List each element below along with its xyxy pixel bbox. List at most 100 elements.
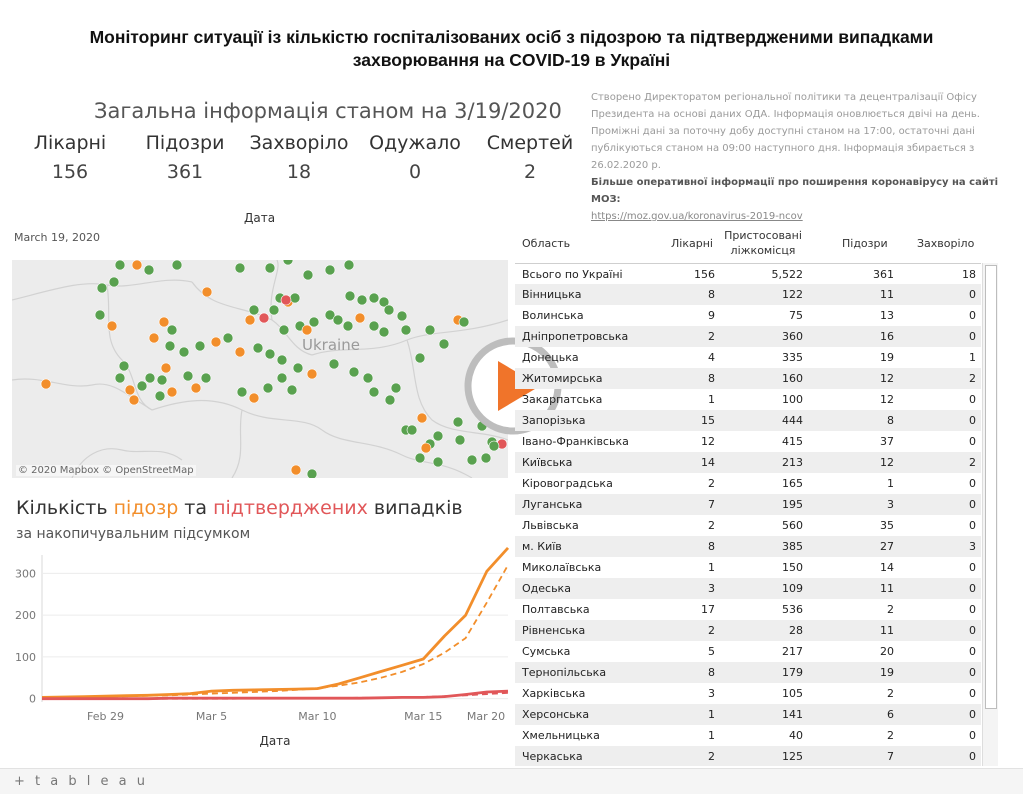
suspect-point[interactable] bbox=[106, 320, 118, 332]
header-hospitals[interactable]: Лікарні bbox=[671, 237, 713, 250]
hospital-point[interactable] bbox=[292, 362, 304, 374]
hospital-point[interactable] bbox=[118, 360, 130, 372]
hospital-point[interactable] bbox=[342, 320, 354, 332]
suspect-point[interactable] bbox=[40, 378, 52, 390]
hospital-point[interactable] bbox=[302, 269, 314, 281]
suspect-point[interactable] bbox=[148, 332, 160, 344]
suspect-point[interactable] bbox=[190, 382, 202, 394]
suspect-point[interactable] bbox=[290, 464, 302, 476]
hospital-point[interactable] bbox=[396, 310, 408, 322]
table-scrollbar[interactable] bbox=[982, 263, 998, 766]
table-row[interactable]: Миколаївська 1 150 14 0 bbox=[515, 557, 981, 578]
hospital-point[interactable] bbox=[324, 309, 336, 321]
header-region[interactable]: Область bbox=[522, 237, 571, 250]
suspect-point[interactable] bbox=[234, 346, 246, 358]
suspect-point[interactable] bbox=[201, 286, 213, 298]
suspect-point[interactable] bbox=[244, 314, 256, 326]
ukraine-map[interactable]: Ukraine © 2020 Mapbox © OpenStreetMap bbox=[12, 260, 508, 478]
hospital-point[interactable] bbox=[252, 342, 264, 354]
hospital-point[interactable] bbox=[383, 304, 395, 316]
hospital-point[interactable] bbox=[390, 382, 402, 394]
hospital-point[interactable] bbox=[332, 314, 344, 326]
hospital-point[interactable] bbox=[268, 304, 280, 316]
hospital-point[interactable] bbox=[94, 309, 106, 321]
confirmed-point[interactable] bbox=[280, 294, 292, 306]
table-row[interactable]: Житомирська 8 160 12 2 bbox=[515, 368, 981, 389]
hospital-point[interactable] bbox=[368, 292, 380, 304]
hospital-point[interactable] bbox=[178, 346, 190, 358]
table-row[interactable]: Київська 14 213 12 2 bbox=[515, 452, 981, 473]
hospital-point[interactable] bbox=[438, 338, 450, 350]
table-row[interactable]: Рівненська 2 28 11 0 bbox=[515, 620, 981, 641]
suspect-point[interactable] bbox=[160, 362, 172, 374]
hospital-point[interactable] bbox=[414, 452, 426, 464]
hospital-point[interactable] bbox=[108, 276, 120, 288]
scrollbar-thumb[interactable] bbox=[985, 265, 997, 709]
hospital-point[interactable] bbox=[236, 386, 248, 398]
suspect-point[interactable] bbox=[248, 392, 260, 404]
hospital-point[interactable] bbox=[328, 358, 340, 370]
hospital-point[interactable] bbox=[136, 380, 148, 392]
hospital-point[interactable] bbox=[154, 390, 166, 402]
hospital-point[interactable] bbox=[324, 264, 336, 276]
cases-line-chart[interactable]: 0 100 200 300 Feb 29 Mar 5 Mar 10 Mar 15 Mar 20 Д… bbox=[0, 540, 512, 755]
suspect-point[interactable] bbox=[420, 442, 432, 454]
hospital-point[interactable] bbox=[143, 264, 155, 276]
hospital-point[interactable] bbox=[278, 324, 290, 336]
table-row[interactable]: Івано-Франківська 12 415 37 0 bbox=[515, 431, 981, 452]
hospital-point[interactable] bbox=[286, 384, 298, 396]
hospital-point[interactable] bbox=[114, 260, 126, 271]
suspect-point[interactable] bbox=[354, 312, 366, 324]
hospital-point[interactable] bbox=[368, 320, 380, 332]
table-row[interactable]: Дніпропетровська 2 360 16 0 bbox=[515, 326, 981, 347]
hospital-point[interactable] bbox=[348, 366, 360, 378]
hospital-point[interactable] bbox=[289, 292, 301, 304]
hospital-point[interactable] bbox=[356, 294, 368, 306]
hospital-point[interactable] bbox=[378, 296, 390, 308]
hospital-point[interactable] bbox=[384, 394, 396, 406]
hospital-point[interactable] bbox=[222, 332, 234, 344]
table-row[interactable]: Луганська 7 195 3 0 bbox=[515, 494, 981, 515]
series-line[interactable] bbox=[41, 546, 510, 699]
hospital-point[interactable] bbox=[276, 354, 288, 366]
hospital-point[interactable] bbox=[432, 456, 444, 468]
suspect-point[interactable] bbox=[166, 386, 178, 398]
hospital-point[interactable] bbox=[432, 430, 444, 442]
suspect-point[interactable] bbox=[301, 324, 313, 336]
hospital-point[interactable] bbox=[368, 386, 380, 398]
suspect-point[interactable] bbox=[306, 368, 318, 380]
hospital-point[interactable] bbox=[344, 290, 356, 302]
hospital-point[interactable] bbox=[264, 262, 276, 274]
table-row[interactable]: Херсонська 1 141 6 0 bbox=[515, 704, 981, 725]
header-beds[interactable]: Пристосовані ліжкомісця bbox=[724, 229, 802, 257]
tableau-logo[interactable]: + t a b l e a u bbox=[14, 774, 148, 789]
table-row[interactable]: Донецька 4 335 19 1 bbox=[515, 347, 981, 368]
hospital-point[interactable] bbox=[194, 340, 206, 352]
hospital-point[interactable] bbox=[262, 382, 274, 394]
hospital-point[interactable] bbox=[466, 454, 478, 466]
table-row[interactable]: Полтавська 17 536 2 0 bbox=[515, 599, 981, 620]
hospital-point[interactable] bbox=[488, 440, 500, 452]
hospital-point[interactable] bbox=[96, 282, 108, 294]
hospital-point[interactable] bbox=[200, 372, 212, 384]
hospital-point[interactable] bbox=[343, 260, 355, 271]
suspect-point[interactable] bbox=[131, 260, 143, 271]
hospital-point[interactable] bbox=[234, 262, 246, 274]
map-credit[interactable]: © 2020 Mapbox © OpenStreetMap bbox=[16, 465, 196, 476]
suspect-point[interactable] bbox=[128, 394, 140, 406]
hospital-point[interactable] bbox=[454, 434, 466, 446]
hospital-point[interactable] bbox=[144, 372, 156, 384]
table-row[interactable]: Волинська 9 75 13 0 bbox=[515, 305, 981, 326]
hospital-point[interactable] bbox=[248, 304, 260, 316]
hospital-point[interactable] bbox=[282, 260, 294, 266]
table-row[interactable]: Одеська 3 109 11 0 bbox=[515, 578, 981, 599]
hospital-point[interactable] bbox=[458, 316, 470, 328]
table-row[interactable]: Тернопільська 8 179 19 0 bbox=[515, 662, 981, 683]
hospital-point[interactable] bbox=[414, 352, 426, 364]
table-row[interactable]: Черкаська 2 125 7 0 bbox=[515, 746, 981, 766]
hospital-point[interactable] bbox=[276, 372, 288, 384]
table-total-row[interactable]: Всього по Україні 156 5,522 361 18 bbox=[515, 263, 981, 284]
suspect-point[interactable] bbox=[210, 336, 222, 348]
hospital-point[interactable] bbox=[406, 424, 418, 436]
suspect-point[interactable] bbox=[416, 412, 428, 424]
